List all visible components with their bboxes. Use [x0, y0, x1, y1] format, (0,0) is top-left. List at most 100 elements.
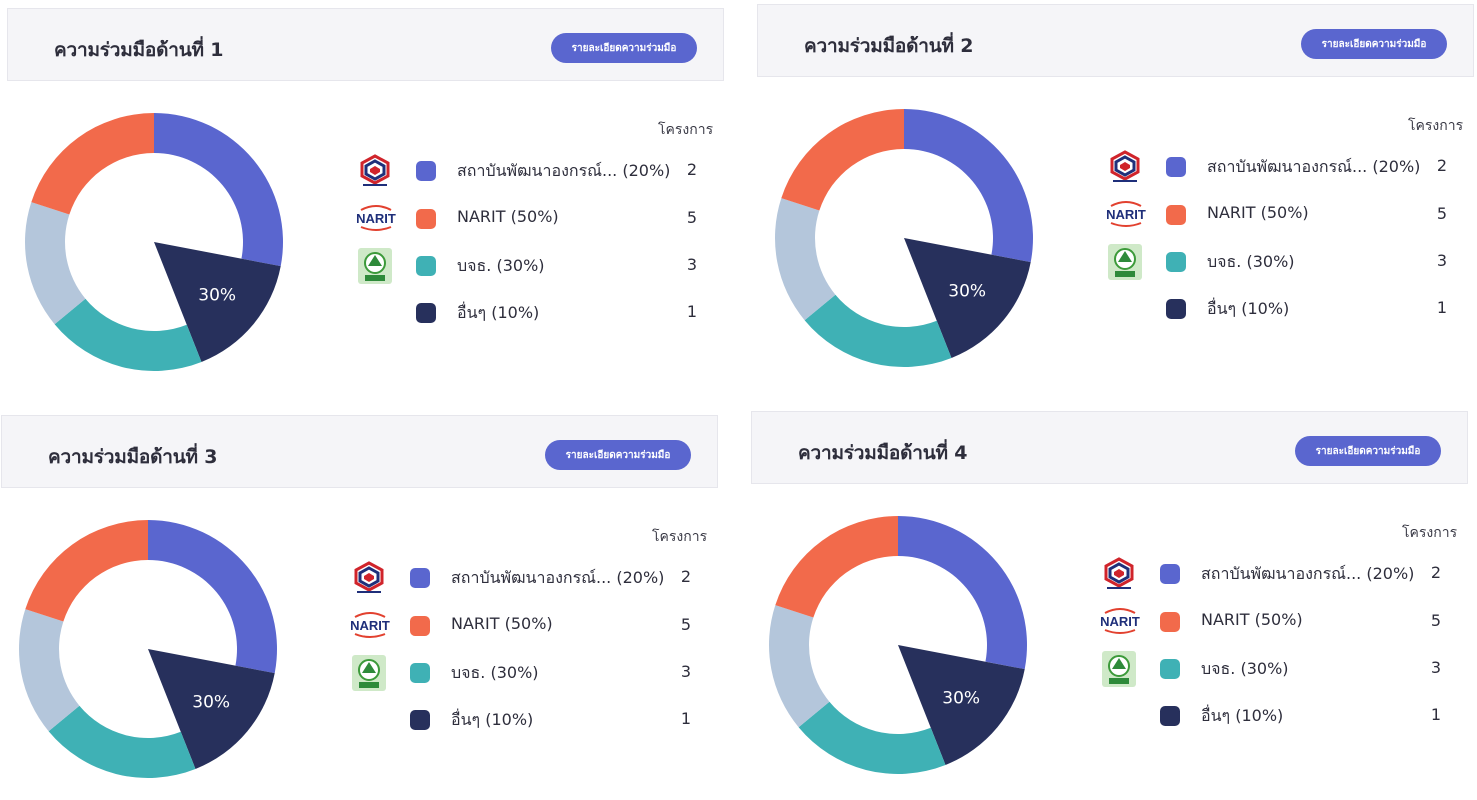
- legend-swatch: [1166, 252, 1186, 272]
- donut-slice: [804, 294, 952, 367]
- narit-logo-icon: NARIT: [1105, 197, 1146, 231]
- project-count: 2: [680, 567, 691, 586]
- collaboration-panel-1: ความร่วมมือด้านที่ 1 รายละเอียดความร่วมม…: [7, 8, 726, 393]
- collaboration-details-button[interactable]: รายละเอียดความร่วมมือ: [1301, 29, 1447, 59]
- donut-slice: [798, 701, 946, 774]
- legend-label: สถาบันพัฒนาองกรณ์... (20%): [1201, 564, 1415, 583]
- project-count: 2: [1436, 156, 1447, 175]
- panel-header: ความร่วมมือด้านที่ 2 รายละเอียดความร่วมม…: [757, 4, 1474, 77]
- donut-slice: [154, 113, 283, 267]
- projects-column-header: โครงการ: [652, 529, 708, 545]
- project-count: 3: [680, 662, 691, 681]
- panel-title: ความร่วมมือด้านที่ 4: [798, 442, 968, 464]
- legend-label: บจธ. (30%): [457, 256, 545, 275]
- donut-slice: [904, 109, 1033, 263]
- donut-slice: [769, 605, 830, 728]
- panel-title: ความร่วมมือด้านที่ 1: [54, 39, 224, 61]
- svg-text:NARIT: NARIT: [350, 618, 390, 633]
- legend-label: อื่นๆ (10%): [451, 710, 534, 729]
- legend-label: สถาบันพัฒนาองกรณ์... (20%): [1207, 157, 1421, 176]
- nstda-logo-icon: [1105, 150, 1145, 184]
- project-count: 2: [686, 160, 697, 179]
- panel-title: ความร่วมมือด้านที่ 3: [48, 446, 218, 468]
- slice-percent-label: 30%: [948, 281, 986, 301]
- bjs-logo-icon: [355, 248, 395, 284]
- donut-slice: [18, 609, 80, 732]
- project-count: 3: [1430, 658, 1441, 677]
- bjs-logo-icon: [1105, 244, 1145, 280]
- legend-swatch: [410, 616, 430, 636]
- collaboration-panel-4: ความร่วมมือด้านที่ 4 รายละเอียดความร่วมม…: [751, 411, 1470, 796]
- donut-slice: [898, 516, 1027, 670]
- legend-swatch: [416, 161, 436, 181]
- legend-swatch: [1160, 659, 1180, 679]
- slice-percent-label: 30%: [198, 285, 236, 305]
- collaboration-details-button[interactable]: รายละเอียดความร่วมมือ: [545, 440, 691, 470]
- project-count: 2: [1430, 563, 1441, 582]
- legend-swatch: [410, 710, 430, 730]
- panel-header: ความร่วมมือด้านที่ 4 รายละเอียดความร่วมม…: [751, 411, 1468, 484]
- donut-slice: [154, 242, 281, 362]
- nstda-logo-icon: [1099, 557, 1139, 591]
- collaboration-panel-3: ความร่วมมือด้านที่ 3 รายละเอียดความร่วมม…: [1, 415, 720, 800]
- legend-swatch: [1166, 299, 1186, 319]
- legend-swatch: [1166, 157, 1186, 177]
- slice-percent-label: 30%: [942, 688, 980, 708]
- projects-column-header: โครงการ: [1408, 118, 1464, 134]
- narit-logo-icon: NARIT: [349, 608, 390, 642]
- collaboration-panel-2: ความร่วมมือด้านที่ 2 รายละเอียดความร่วมม…: [757, 4, 1476, 389]
- legend-label: บจธ. (30%): [1201, 659, 1289, 678]
- legend-label: NARIT (50%): [1207, 203, 1309, 222]
- legend-label: สถาบันพัฒนาองกรณ์... (20%): [451, 568, 665, 587]
- donut-slice: [31, 113, 155, 215]
- legend-label: อื่นๆ (10%): [1201, 706, 1284, 725]
- collaboration-details-button[interactable]: รายละเอียดความร่วมมือ: [1295, 436, 1441, 466]
- legend-swatch: [1160, 706, 1180, 726]
- legend-swatch: [1160, 564, 1180, 584]
- donut-slice: [25, 520, 149, 622]
- project-count: 3: [686, 255, 697, 274]
- project-count: 1: [686, 302, 697, 321]
- legend-label: NARIT (50%): [1201, 610, 1303, 629]
- legend-label: NARIT (50%): [457, 207, 559, 226]
- bjs-logo-icon: [1099, 651, 1139, 687]
- panel-header: ความร่วมมือด้านที่ 3 รายละเอียดความร่วมม…: [1, 415, 718, 488]
- svg-text:NARIT: NARIT: [1106, 207, 1146, 222]
- legend-swatch: [410, 568, 430, 588]
- panel-header: ความร่วมมือด้านที่ 1 รายละเอียดความร่วมม…: [7, 8, 724, 81]
- svg-text:NARIT: NARIT: [1100, 614, 1140, 629]
- donut-slice: [24, 202, 86, 325]
- donut-slice: [48, 705, 196, 778]
- legend-label: สถาบันพัฒนาองกรณ์... (20%): [457, 161, 671, 180]
- project-count: 5: [686, 208, 697, 227]
- donut-slice: [898, 645, 1025, 765]
- donut-slice: [148, 520, 277, 674]
- legend-swatch: [410, 663, 430, 683]
- project-count: 1: [1436, 298, 1447, 317]
- donut-chart: 30%: [769, 516, 1027, 774]
- svg-text:NARIT: NARIT: [356, 211, 396, 226]
- donut-slice: [781, 109, 904, 211]
- collaboration-details-button[interactable]: รายละเอียดความร่วมมือ: [551, 33, 697, 63]
- project-count: 3: [1436, 251, 1447, 270]
- panel-title: ความร่วมมือด้านที่ 2: [804, 35, 974, 57]
- legend-label: บจธ. (30%): [451, 663, 539, 682]
- legend-label: อื่นๆ (10%): [1207, 299, 1290, 318]
- legend-swatch: [1160, 612, 1180, 632]
- donut-slice: [775, 516, 898, 618]
- project-count: 5: [1430, 611, 1441, 630]
- legend-swatch: [1166, 205, 1186, 225]
- nstda-logo-icon: [355, 154, 395, 188]
- projects-column-header: โครงการ: [1402, 525, 1458, 541]
- donut-slice: [775, 198, 836, 321]
- legend-swatch: [416, 303, 436, 323]
- nstda-logo-icon: [349, 561, 389, 595]
- legend-swatch: [416, 209, 436, 229]
- donut-slice: [54, 298, 202, 371]
- donut-chart: 30%: [18, 520, 277, 778]
- legend-swatch: [416, 256, 436, 276]
- bjs-logo-icon: [349, 655, 389, 691]
- donut-slice: [148, 649, 275, 769]
- project-count: 5: [1436, 204, 1447, 223]
- donut-chart: 30%: [775, 109, 1033, 367]
